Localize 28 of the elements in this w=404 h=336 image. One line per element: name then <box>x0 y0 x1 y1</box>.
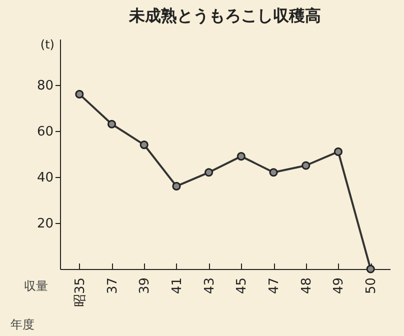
point <box>107 120 116 128</box>
point <box>302 161 310 170</box>
point <box>366 264 375 274</box>
y-tick-label: 40 <box>36 170 54 186</box>
point <box>334 147 343 156</box>
point <box>269 168 278 177</box>
y-tick-label: 60 <box>36 124 54 140</box>
point <box>236 152 246 161</box>
x-tick-label: 48 <box>299 278 314 294</box>
x-tick-label: 昭35 <box>72 278 88 308</box>
y-axis-title: (t) <box>40 38 54 52</box>
x-tick-label: 50 <box>364 278 380 294</box>
point <box>140 140 148 150</box>
x-tick-label: 49 <box>332 278 347 294</box>
x-tick-label: 39 <box>138 278 153 294</box>
x-tick-label: 47 <box>267 278 282 294</box>
point <box>204 168 214 177</box>
x-tick-label: 37 <box>105 278 120 294</box>
y-tick-label: 20 <box>36 216 54 232</box>
point <box>172 182 181 190</box>
y-tick-label: 80 <box>36 78 54 94</box>
point <box>75 90 84 98</box>
text: 収量 <box>24 279 48 293</box>
x-axis-title: 年度 <box>10 318 34 332</box>
x-tick-label: 43 <box>202 278 218 294</box>
x-tick-label: 45 <box>234 278 250 294</box>
x-tick-label: 41 <box>170 278 185 294</box>
chart-title: 未成熟とうもろこし収穫高 <box>128 6 321 25</box>
